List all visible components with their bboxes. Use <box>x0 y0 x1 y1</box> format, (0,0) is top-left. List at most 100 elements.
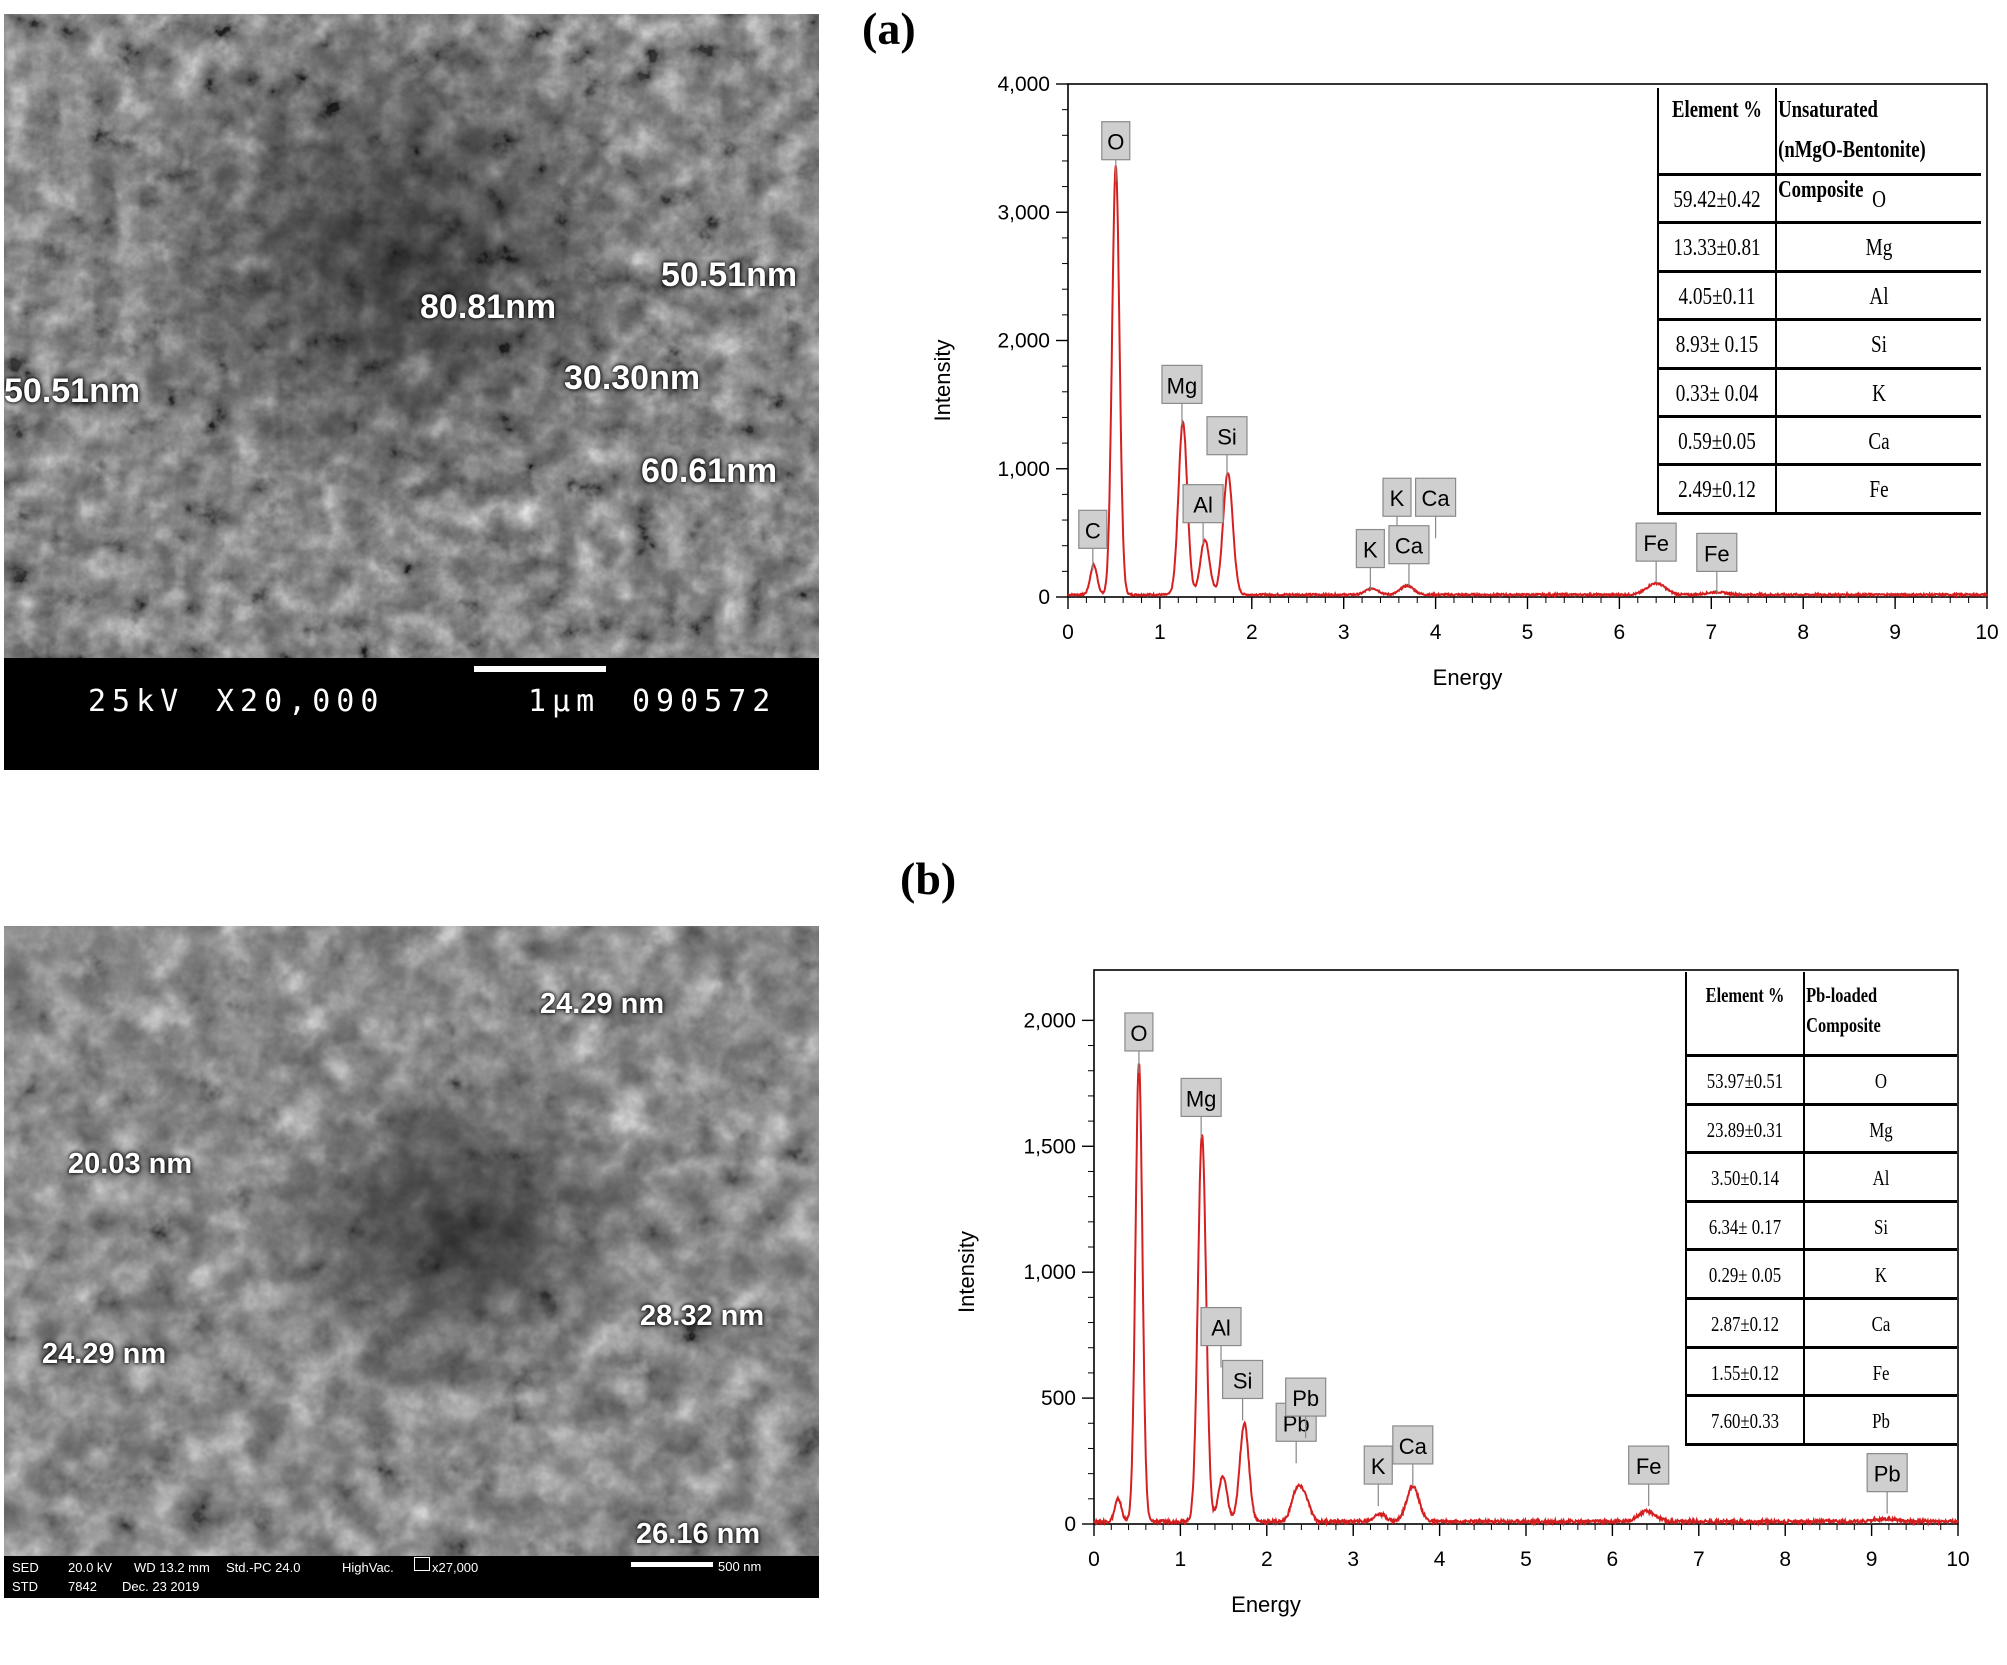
spectrum-line <box>1093 1063 1959 1527</box>
table-cell-element: Mg <box>1865 235 1893 262</box>
table-column-divider <box>1775 88 1777 512</box>
table-cell-element: Fe <box>1869 477 1889 504</box>
table-cell-element: K <box>1874 1263 1888 1288</box>
table-cell-element: Fe <box>1872 1360 1890 1385</box>
peak-label-box <box>1222 1359 1264 1400</box>
y-tick-label: 0 <box>1064 1513 1076 1536</box>
sem-pc: Std.-PC 24.0 <box>226 1560 301 1575</box>
peak-label: O <box>1107 130 1124 155</box>
table-row: 13.33±0.81 Mg <box>1659 224 1981 273</box>
edx-chart-b: 0 1 2 3 4 5 6 7 8 9 10 0 500 1,000 1,500 2,000 Energy Int… <box>954 969 1970 1617</box>
table-row: 2.87±0.12 Ca <box>1687 1300 1957 1349</box>
table-header-cell: Pb-loaded Composite <box>1806 983 1881 1037</box>
peak-label: O <box>1130 1021 1147 1046</box>
sem-size-label: 80.81nm <box>420 288 557 326</box>
peak-label-box <box>1635 522 1677 562</box>
y-tick-label: 0 <box>1038 586 1050 609</box>
peak-label: C <box>1085 518 1101 543</box>
table-row: 53.97±0.51 O <box>1687 1057 1957 1106</box>
sem-magnification: X20,000 <box>216 684 385 719</box>
peak-label: Al <box>1193 493 1213 518</box>
y-tick-label: 1,000 <box>997 458 1050 481</box>
table-cell-element: Al <box>1872 1166 1890 1191</box>
sem-size-label: 50.51nm <box>4 372 141 410</box>
table-cell-element: Pb <box>1872 1409 1890 1434</box>
peak-label: Ca <box>1399 1434 1428 1459</box>
peak-label-box <box>1392 1425 1434 1465</box>
peak-label-box <box>1414 477 1457 517</box>
sem-image-id: 090572 <box>632 684 777 719</box>
sem-info-bar: SED 20.0 kV WD 13.2 mm Std.-PC 24.0 High… <box>4 1556 819 1598</box>
peak-label-box <box>1161 364 1203 404</box>
table-cell-percent: 0.29± 0.05 <box>1708 1263 1782 1288</box>
x-tick-label: 10 <box>1975 621 1998 644</box>
x-tick-label: 4 <box>1434 1548 1446 1571</box>
x-tick-label: 1 <box>1175 1548 1187 1571</box>
peak-label: Ca <box>1422 486 1451 511</box>
x-tick-label: 3 <box>1338 621 1350 644</box>
peak-label-box <box>1182 484 1224 524</box>
peak-label: Fe <box>1704 541 1730 566</box>
camera-icon <box>414 1557 430 1571</box>
scale-bar-label: 1µm <box>528 684 601 719</box>
y-tick-label: 2,000 <box>1023 1009 1076 1032</box>
peak-label-box <box>1180 1077 1222 1118</box>
peak-label: Fe <box>1636 1454 1662 1479</box>
peak-label: Mg <box>1186 1086 1217 1111</box>
peak-label-box <box>1696 532 1738 572</box>
x-tick-label: 9 <box>1889 621 1901 644</box>
y-tick-label: 500 <box>1041 1387 1076 1410</box>
table-cell-percent: 2.49±0.12 <box>1678 477 1756 504</box>
y-axis-label: Intensity <box>930 340 955 422</box>
sem-texture-b <box>4 926 819 1598</box>
table-cell-element: Si <box>1870 332 1887 359</box>
x-tick-label: 5 <box>1520 1548 1532 1571</box>
x-tick-label: 6 <box>1607 1548 1619 1571</box>
edx-table-a: Element % Unsaturated (nMgO-Bentonite) Co… <box>1657 88 1981 515</box>
scale-bar <box>631 1562 713 1567</box>
table-cell-element: O <box>1874 1069 1888 1093</box>
table-row: 2.49±0.12 Fe <box>1659 466 1981 514</box>
table-header-row: Element % Unsaturated (nMgO-Bentonite) Co… <box>1659 88 1981 203</box>
table-cell-percent: 6.34± 0.17 <box>1708 1214 1782 1239</box>
sem-working-distance: WD 13.2 mm <box>134 1560 210 1575</box>
peak-label: K <box>1363 538 1378 563</box>
y-tick-label: 3,000 <box>997 201 1050 224</box>
table-row: 4.05±0.11 Al <box>1659 273 1981 322</box>
x-tick-label: 1 <box>1154 621 1166 644</box>
panel-letter-a: (a) <box>862 3 916 54</box>
table-header-cell: Element % <box>1705 983 1785 1007</box>
sem-image-a: 50.51nm 80.81nm 50.51nm 30.30nm 60.61nm … <box>4 14 819 770</box>
edx-chart-a: 0 1 2 3 4 5 6 7 8 9 10 0 1,000 2,000 3,000 4,000 Energy I… <box>930 73 1999 690</box>
sem-image-id: 7842 <box>68 1579 97 1594</box>
edx-table-b: Element % Pb-loaded Composite 53.97±0.51 O 2… <box>1685 972 1957 1446</box>
table-header-row: Element % Pb-loaded Composite <box>1687 972 1957 1057</box>
peak-label: Si <box>1217 425 1237 450</box>
y-tick-label: 1,000 <box>1023 1261 1076 1284</box>
table-cell-element: K <box>1872 380 1886 407</box>
sem-vacuum: HighVac. <box>342 1560 394 1575</box>
table-cell-element: O <box>1872 187 1886 213</box>
peak-label-box <box>1866 1453 1908 1493</box>
x-tick-label: 6 <box>1614 621 1626 644</box>
table-cell-percent: 0.33± 0.04 <box>1675 380 1759 407</box>
sem-detector: SED <box>12 1560 39 1575</box>
peak-label: Ca <box>1395 534 1424 559</box>
peak-label-box <box>1382 477 1412 517</box>
sem-size-label: 50.51nm <box>661 256 798 294</box>
table-cell-percent: 23.89±0.31 <box>1706 1117 1784 1142</box>
peak-label-box <box>1101 121 1131 161</box>
sem-date: Dec. 23 2019 <box>122 1579 200 1594</box>
peak-label-box <box>1355 528 1385 569</box>
sem-texture-a <box>4 14 819 770</box>
peak-label: K <box>1390 486 1405 511</box>
table-cell-element: Al <box>1869 283 1889 310</box>
sem-size-label: 60.61nm <box>641 452 778 490</box>
peak-label-box <box>1363 1445 1393 1485</box>
peak-label-box <box>1285 1377 1327 1417</box>
table-cell-percent: 0.59±0.05 <box>1678 429 1756 455</box>
sem-image-b: 24.29 nm 20.03 nm 28.32 nm 24.29 nm 26.1… <box>4 926 819 1598</box>
x-axis-label: Energy <box>1433 665 1503 690</box>
sem-size-label: 28.32 nm <box>640 1300 765 1332</box>
peak-label: Fe <box>1643 531 1669 556</box>
